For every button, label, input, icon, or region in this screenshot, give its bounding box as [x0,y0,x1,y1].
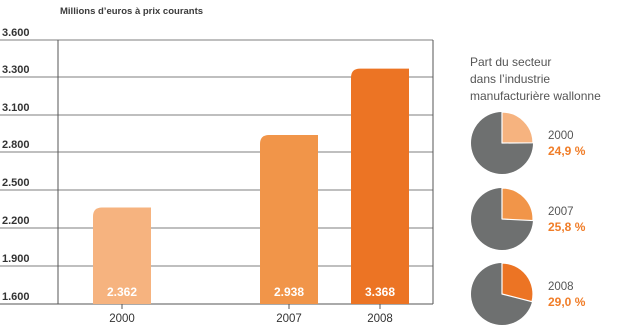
bar-chart: 1.600 1.900 2.200 2.500 2.800 3.100 3.300 3.600… [0,27,434,325]
y-tick-label: 1.600 [2,291,30,303]
x-category-label: 2000 [109,313,135,325]
x-category-label: 2007 [276,313,302,325]
pie-year-label: 2000 [548,130,574,142]
pie-year-label: 2008 [548,281,574,293]
y-tick-label: 3.300 [2,64,30,76]
bar-value-label: 3.368 [365,285,395,299]
pie-value-label: 29,0 % [548,295,586,309]
pie-year-label: 2007 [548,206,574,218]
bar-value-label: 2.362 [107,285,137,299]
y-tick-label: 2.800 [2,139,30,151]
pie-panel-title-line-3: manufacturière wallonne [470,89,601,103]
y-tick-label: 3.100 [2,102,30,114]
bar-2007 [260,134,318,304]
pie-panel: Part du secteur dans l’industrie manufac… [470,55,601,325]
y-tick-label: 3.600 [2,27,30,39]
bar-2008 [351,68,409,304]
pie-panel-title-line-2: dans l’industrie [470,72,550,86]
chart-unit-title: Millions d’euros à prix courants [60,6,203,17]
pie-sector-slice [501,262,534,303]
y-tick-label: 2.500 [2,177,30,189]
pie-sector-slice [501,111,534,144]
pie-panel-title-line-1: Part du secteur [470,55,551,69]
y-tick-label: 2.200 [2,215,30,227]
pie-2000: 2000 24,9 % [471,111,586,174]
pie-value-label: 25,8 % [548,220,586,234]
pie-2008: 2008 29,0 % [471,262,586,325]
x-category-label: 2008 [367,313,393,325]
pie-sector-slice [501,187,534,222]
y-tick-label: 1.900 [2,253,30,265]
pie-2007: 2007 25,8 % [471,187,586,250]
bar-value-label: 2.938 [274,285,304,299]
pie-value-label: 24,9 % [548,144,586,158]
bar-2000 [93,207,151,304]
